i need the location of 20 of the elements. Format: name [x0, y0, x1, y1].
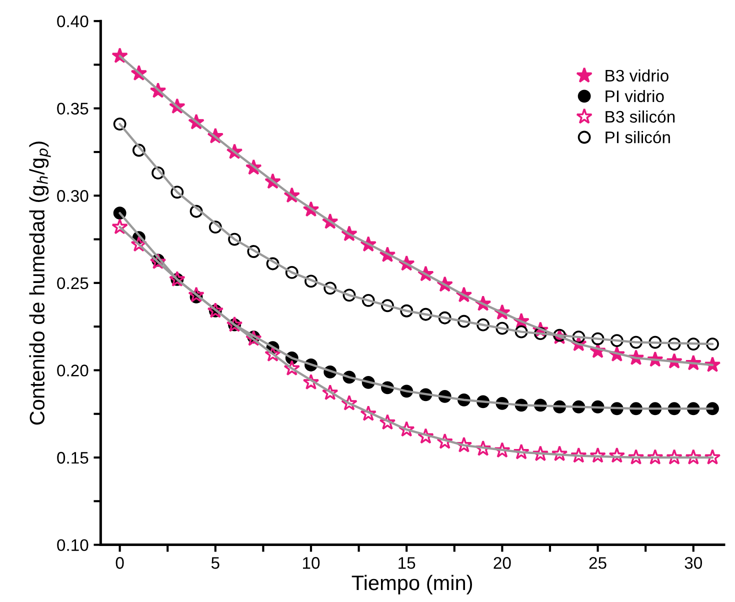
x-axis-title: Tiempo (min)	[352, 574, 472, 594]
x-tick-label: 25	[589, 557, 606, 569]
y-tick-label: 0.15	[57, 452, 88, 464]
y-tick-label: 0.20	[57, 364, 88, 376]
legend-label: PI vidrio	[606, 90, 664, 102]
x-tick-label: 0	[116, 557, 124, 569]
y-tick-label: 0.30	[57, 190, 88, 202]
x-tick-label: 5	[211, 557, 220, 569]
x-tick-label: 20	[494, 557, 511, 569]
legend-label: B3 silicón	[606, 110, 675, 123]
x-tick-label: 10	[303, 557, 320, 569]
x-tick-label: 30	[684, 557, 702, 569]
legend-label: PI silicón	[606, 130, 670, 144]
y-tick-label: 0.10	[57, 539, 88, 552]
y-tick-label: 0.35	[57, 102, 88, 115]
legend-label: B3 vidrio	[606, 69, 668, 82]
x-tick-label: 15	[398, 557, 416, 569]
y-tick-label: 0.25	[57, 277, 88, 290]
y-tick-label: 0.40	[57, 15, 88, 28]
y-axis-title: Contenido de humedad (g$_{h}$/g$_{p}$)	[29, 142, 51, 425]
